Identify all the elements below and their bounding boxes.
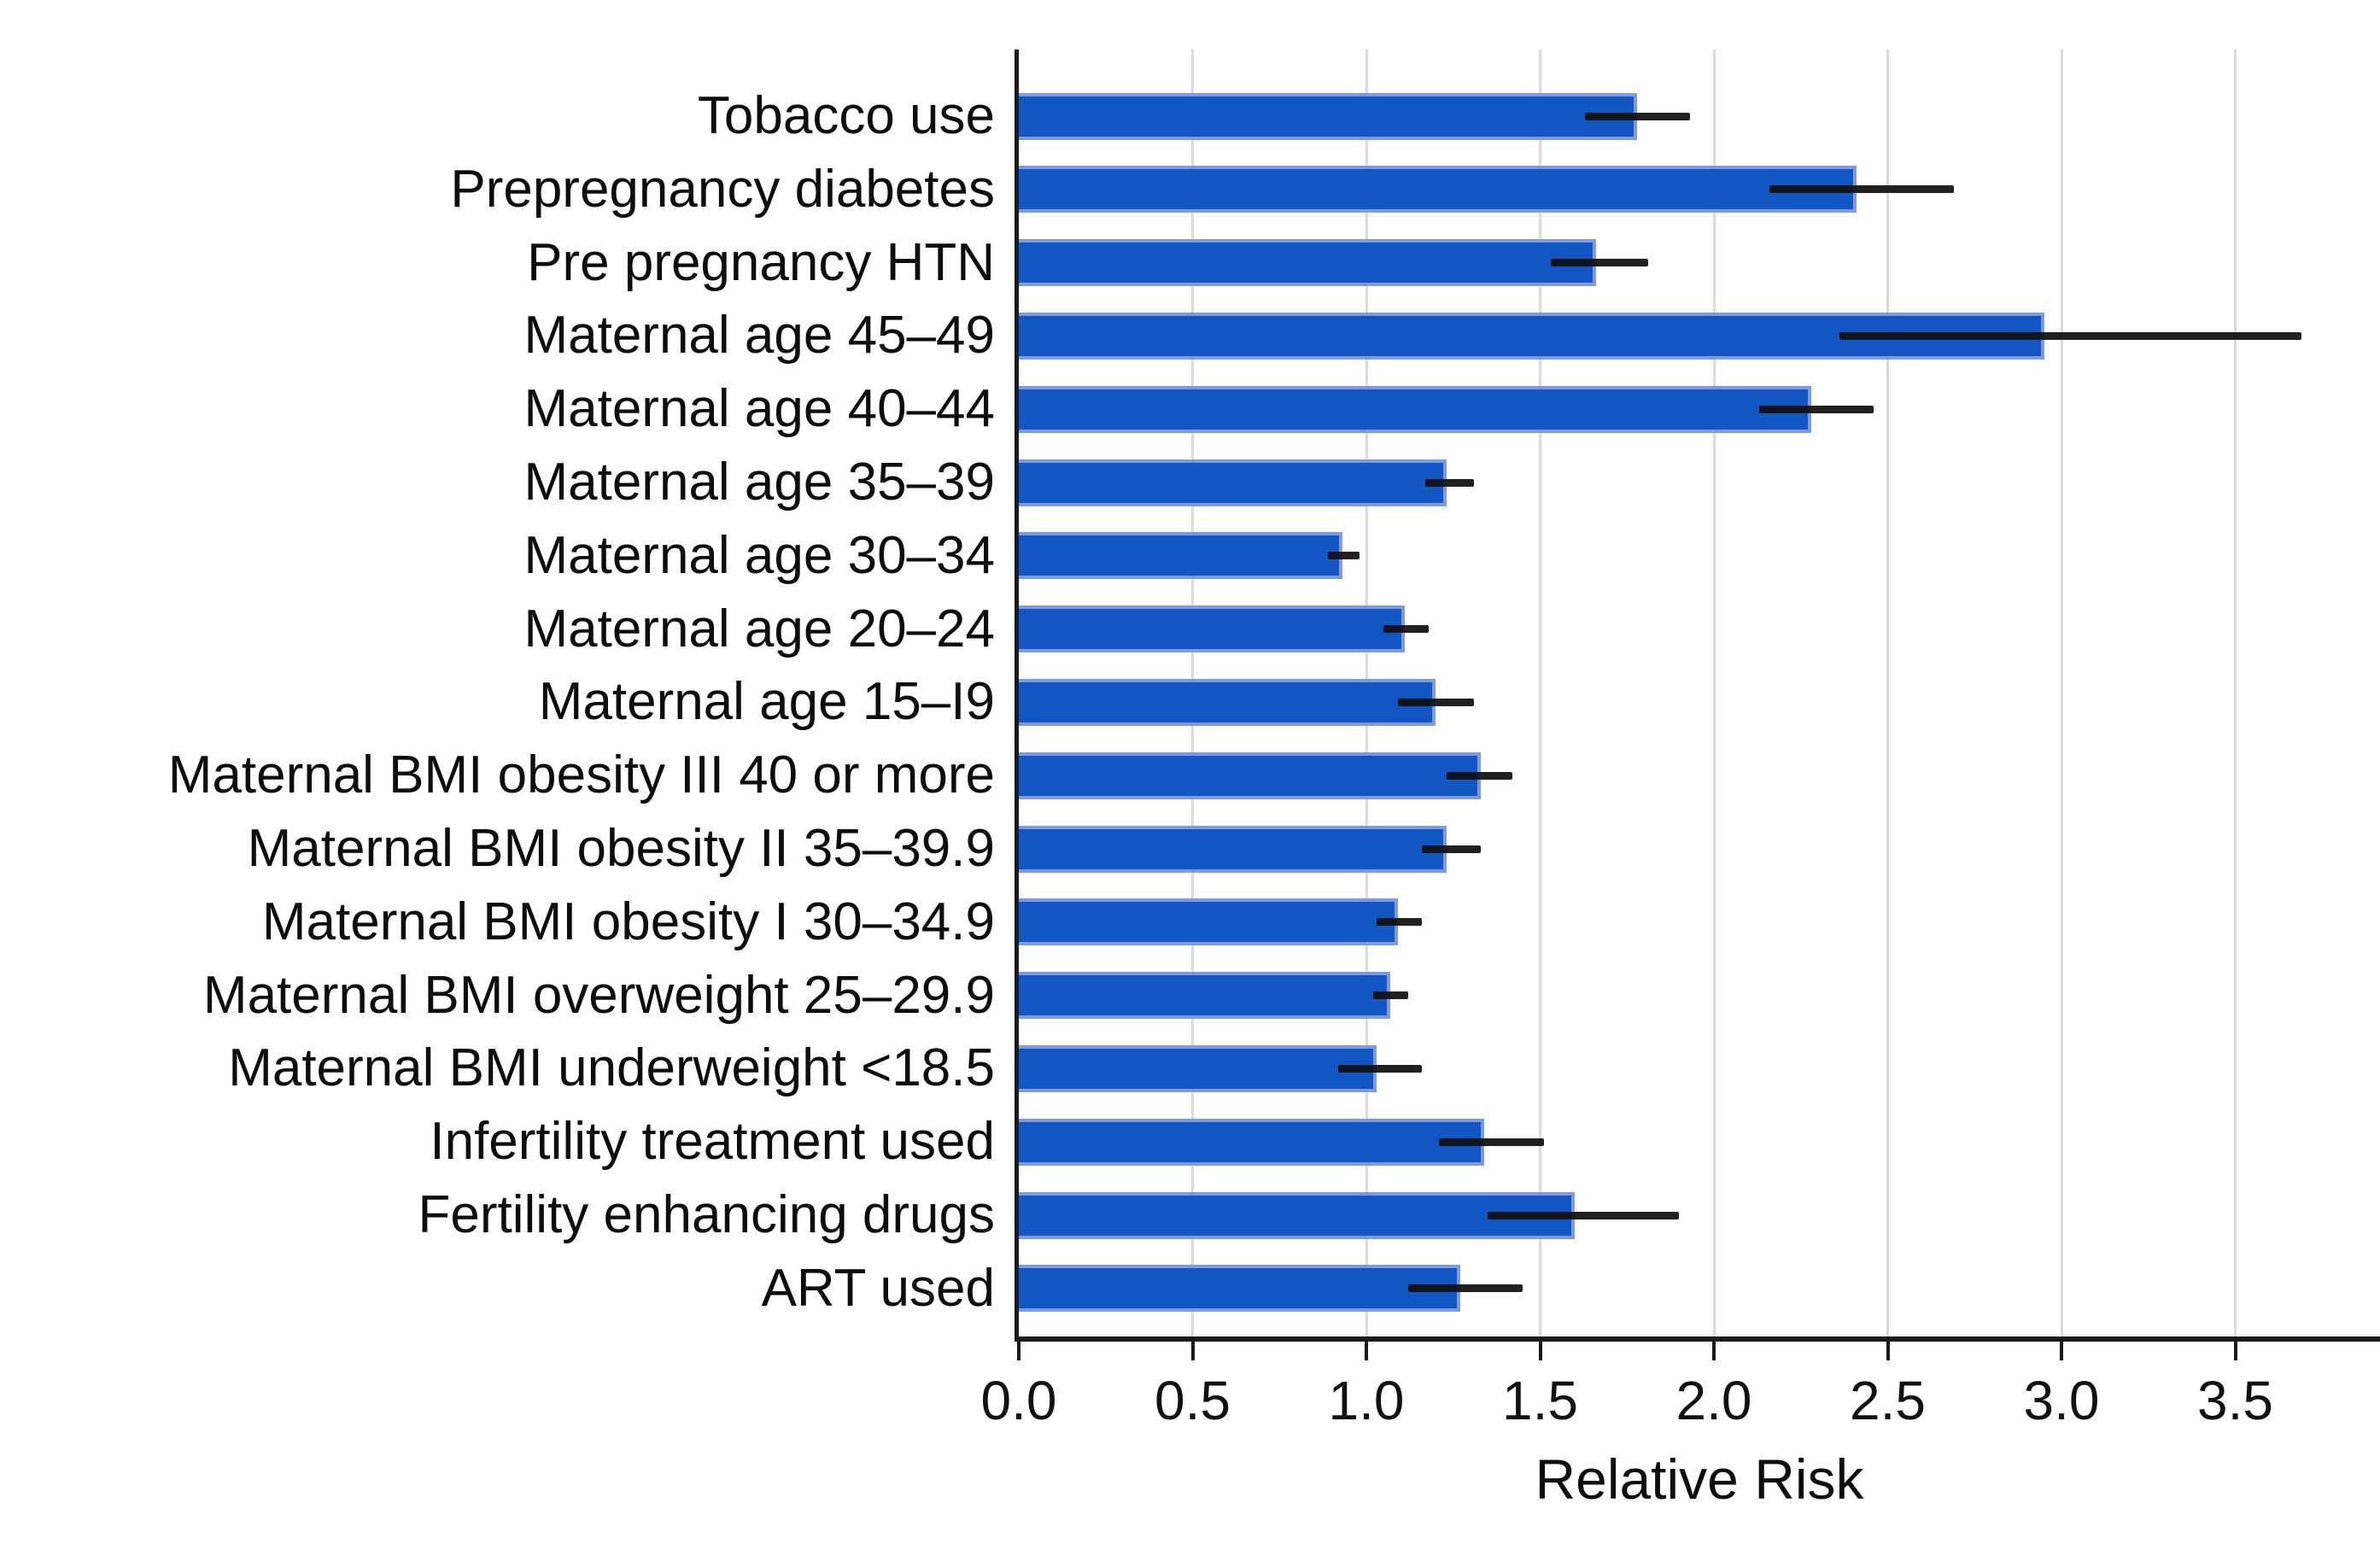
category-label: Tobacco use — [697, 86, 995, 145]
bar — [1019, 1044, 1377, 1092]
x-axis-line — [1015, 1336, 2380, 1342]
category-label: Maternal age 20–24 — [523, 599, 995, 658]
category-label: Maternal age 30–34 — [523, 525, 995, 585]
error-bar — [1422, 845, 1482, 853]
error-bar — [1446, 771, 1512, 780]
bar — [1019, 605, 1405, 653]
gridline — [1539, 50, 1541, 1336]
error-bar — [1585, 112, 1690, 120]
bar — [1019, 678, 1436, 726]
category-label: Prepregnancy diabetes — [450, 159, 995, 219]
category-label: Maternal BMI obesity II 35–39.9 — [247, 819, 995, 878]
bar — [1019, 166, 1857, 213]
error-bar — [1397, 698, 1475, 706]
error-bar — [1383, 625, 1430, 634]
x-tick-mark — [2233, 1336, 2237, 1360]
x-tick-label: 1.0 — [1328, 1370, 1405, 1431]
bar — [1019, 385, 1811, 433]
x-tick-label: 2.0 — [1675, 1370, 1752, 1431]
error-bar — [1425, 478, 1475, 487]
x-tick-mark — [1538, 1336, 1542, 1360]
gridline — [1886, 50, 1889, 1336]
bar — [1019, 1265, 1460, 1313]
x-tick-label: 1.5 — [1502, 1370, 1578, 1431]
category-label: Maternal age 45–49 — [523, 306, 995, 366]
bar — [1019, 752, 1482, 799]
bar — [1019, 92, 1638, 140]
x-tick-mark — [1712, 1336, 1716, 1360]
category-label: Maternal BMI obesity III 40 or more — [167, 746, 995, 805]
category-label: Pre pregnancy HTN — [527, 232, 995, 292]
x-axis-title: Relative Risk — [1535, 1448, 1864, 1511]
bar — [1019, 532, 1342, 580]
bar — [1019, 1118, 1485, 1166]
error-bar — [1839, 331, 2301, 340]
error-bar — [1758, 405, 1874, 413]
error-bar — [1377, 918, 1423, 927]
x-tick-label: 0.0 — [980, 1370, 1057, 1431]
error-bar — [1439, 1138, 1544, 1146]
bar — [1019, 972, 1391, 1020]
x-tick-label: 3.5 — [2197, 1370, 2273, 1431]
error-bar — [1488, 1211, 1680, 1219]
category-label: Maternal BMI obesity I 30–34.9 — [261, 892, 995, 951]
bar — [1019, 459, 1447, 506]
category-label: Maternal age 40–44 — [523, 379, 995, 439]
gridline — [2060, 50, 2063, 1336]
x-tick-mark — [1017, 1336, 1020, 1360]
error-bar — [1769, 185, 1954, 194]
category-label: Maternal age 35–39 — [523, 453, 995, 512]
category-label: Infertility treatment used — [430, 1112, 995, 1172]
error-bar — [1338, 1064, 1423, 1073]
category-label: Maternal age 15–I9 — [538, 672, 995, 732]
y-axis-line — [1015, 50, 1019, 1342]
bar — [1019, 825, 1447, 873]
category-label: Maternal BMI underweight <18.5 — [228, 1038, 995, 1098]
category-label: ART used — [761, 1258, 995, 1318]
category-label: Fertility enhancing drugs — [418, 1185, 995, 1244]
x-tick-mark — [1886, 1336, 1890, 1360]
gridline — [2234, 50, 2237, 1336]
bar — [1019, 898, 1398, 946]
bar — [1019, 239, 1596, 287]
error-bar — [1328, 552, 1360, 560]
x-tick-label: 0.5 — [1155, 1370, 1231, 1431]
x-tick-mark — [2060, 1336, 2063, 1360]
error-bar — [1373, 991, 1408, 1000]
category-label: Maternal BMI overweight 25–29.9 — [202, 965, 995, 1025]
gridline — [1712, 50, 1716, 1336]
x-tick-mark — [1190, 1336, 1195, 1360]
bar — [1019, 1191, 1576, 1239]
x-tick-label: 3.0 — [2023, 1370, 2100, 1431]
x-tick-mark — [1365, 1336, 1368, 1360]
x-tick-label: 2.5 — [1850, 1370, 1926, 1431]
error-bar — [1407, 1284, 1523, 1293]
error-bar — [1550, 259, 1648, 267]
